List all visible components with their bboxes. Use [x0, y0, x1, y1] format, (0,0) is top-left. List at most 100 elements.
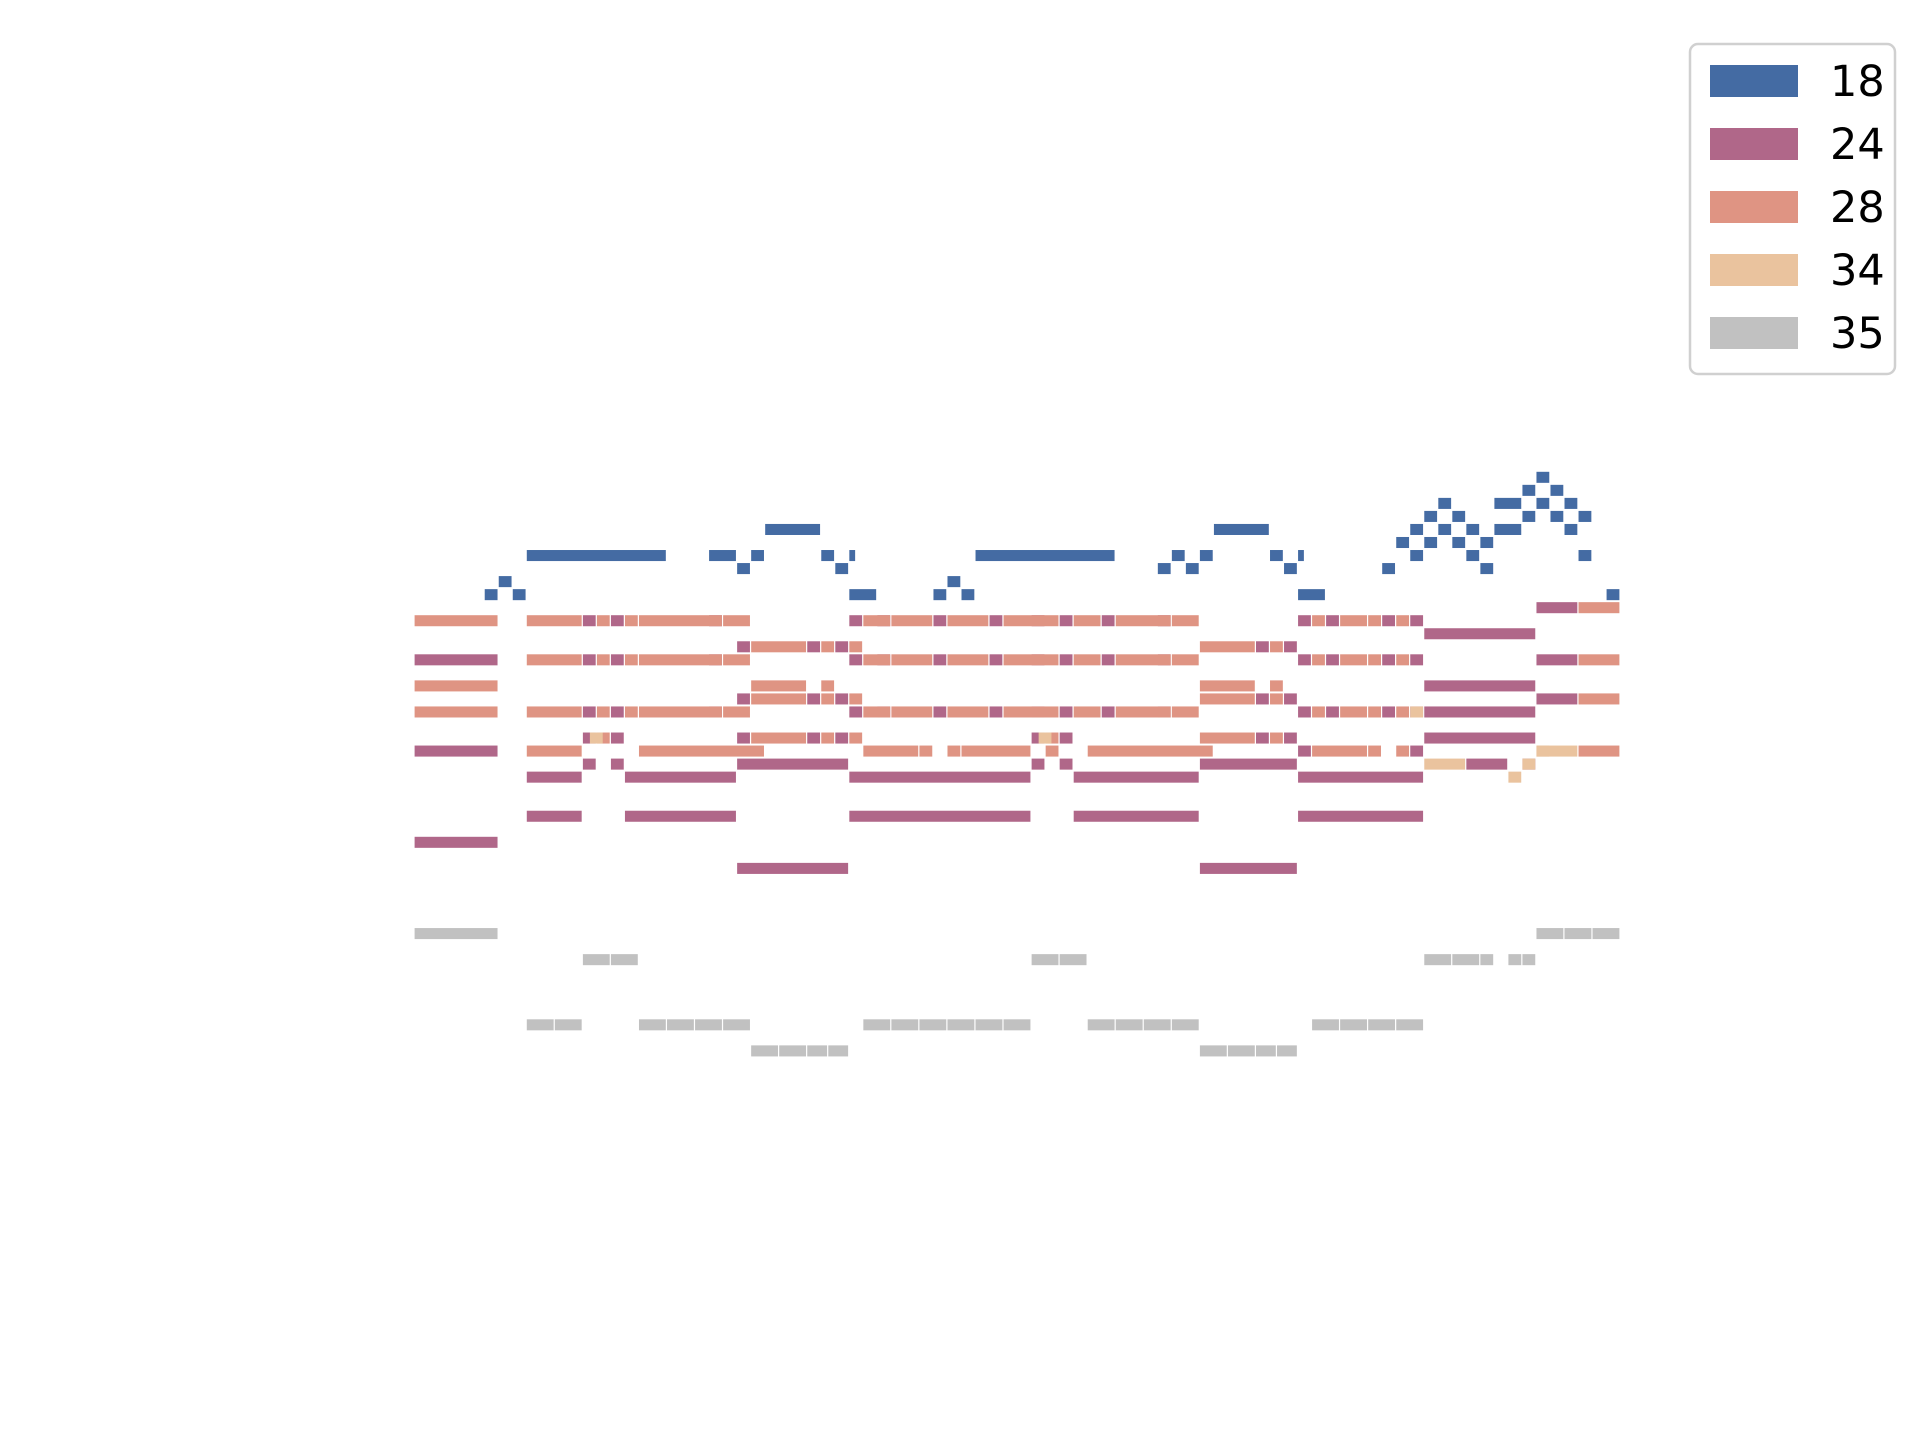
- note-bar: [526, 745, 582, 757]
- series-18: [484, 471, 1620, 601]
- note-bar: [849, 615, 863, 627]
- note-bar: [1368, 706, 1381, 718]
- note-bar: [526, 654, 582, 666]
- note-bar: [849, 732, 863, 744]
- note-bar: [1424, 536, 1438, 549]
- note-bar: [582, 732, 596, 744]
- note-bar: [1326, 615, 1339, 627]
- note-bar: [1410, 550, 1424, 562]
- note-bar: [638, 615, 722, 627]
- note-bar: [1045, 745, 1059, 757]
- note-bar: [610, 758, 624, 770]
- note-bar: [1410, 523, 1424, 535]
- note-bar: [1059, 654, 1073, 666]
- note-bar: [933, 654, 947, 666]
- note-bar: [1073, 706, 1101, 718]
- note-bar: [610, 654, 624, 666]
- note-bar: [1396, 615, 1410, 627]
- note-bar: [1059, 758, 1073, 770]
- note-bar: [526, 615, 582, 627]
- legend-label-28: 28: [1830, 183, 1885, 233]
- note-bar: [1578, 654, 1620, 666]
- note-bar: [589, 732, 603, 744]
- note-bar: [1382, 654, 1396, 666]
- legend-label-35: 35: [1830, 309, 1885, 359]
- note-bar: [1003, 1019, 1031, 1031]
- note-bar: [1284, 641, 1297, 653]
- note-bar: [1284, 563, 1297, 575]
- note-bar: [1031, 732, 1045, 744]
- note-bar: [1536, 928, 1564, 940]
- note-bar: [863, 1019, 891, 1031]
- note-bar: [484, 589, 498, 601]
- note-bar: [1466, 523, 1480, 535]
- note-bar: [835, 732, 849, 744]
- note-bar: [1368, 654, 1381, 666]
- note-bar: [863, 615, 891, 627]
- note-bar: [807, 1045, 828, 1057]
- note-bar: [1522, 510, 1536, 522]
- note-bar: [1452, 954, 1480, 966]
- note-bar: [1199, 1045, 1227, 1057]
- note-bar: [1298, 706, 1311, 718]
- note-bar: [1270, 693, 1283, 705]
- note-bar: [835, 693, 849, 705]
- note-bar: [1277, 1045, 1297, 1057]
- note-bar: [1256, 1045, 1276, 1057]
- note-bar: [709, 550, 736, 562]
- note-bar: [582, 654, 596, 666]
- note-bar: [1410, 654, 1424, 666]
- note-bar: [933, 615, 947, 627]
- note-bar: [554, 1019, 582, 1031]
- note-bar: [947, 745, 961, 757]
- note-bar: [1298, 771, 1424, 783]
- note-bar: [1312, 654, 1325, 666]
- note-bar: [1410, 745, 1424, 757]
- note-bar: [1199, 641, 1255, 653]
- note-bar: [1213, 523, 1269, 535]
- note-bar: [414, 745, 498, 757]
- note-bar: [1298, 550, 1304, 562]
- note-bar: [1606, 589, 1620, 601]
- note-bar: [1003, 654, 1059, 666]
- note-bar: [1536, 654, 1578, 666]
- note-bar: [1438, 523, 1452, 535]
- note-bar: [582, 615, 596, 627]
- note-bar: [1059, 732, 1073, 744]
- note-bar: [947, 654, 989, 666]
- note-bar: [821, 641, 835, 653]
- note-bar: [1410, 706, 1424, 718]
- note-bar: [1578, 550, 1592, 562]
- note-bar: [947, 1019, 975, 1031]
- note-bar: [779, 1045, 807, 1057]
- note-bar: [947, 706, 989, 718]
- note-bar: [1101, 706, 1115, 718]
- note-bar: [1550, 510, 1564, 522]
- note-bar: [1382, 615, 1396, 627]
- note-bar: [638, 706, 722, 718]
- note-bar: [751, 732, 807, 744]
- note-bar: [849, 706, 863, 718]
- note-bar: [821, 732, 835, 744]
- note-bar: [624, 654, 638, 666]
- note-bar: [1256, 693, 1269, 705]
- note-bar: [835, 641, 849, 653]
- note-bar: [610, 706, 624, 718]
- note-bar: [1452, 510, 1466, 522]
- note-bar: [1256, 641, 1269, 653]
- note-bar: [863, 706, 891, 718]
- series-34: [589, 706, 1578, 783]
- note-bar: [989, 654, 1003, 666]
- note-bar: [1424, 758, 1466, 770]
- note-bar: [695, 1019, 722, 1031]
- note-bar: [1171, 550, 1185, 562]
- note-bar: [1073, 615, 1101, 627]
- note-bar: [751, 1045, 779, 1057]
- note-bar: [1578, 745, 1620, 757]
- note-bar: [863, 745, 919, 757]
- legend-label-34: 34: [1830, 246, 1885, 296]
- note-bar: [1424, 628, 1536, 640]
- note-bar: [891, 615, 933, 627]
- note-bar: [1480, 563, 1494, 575]
- note-bar: [849, 693, 863, 705]
